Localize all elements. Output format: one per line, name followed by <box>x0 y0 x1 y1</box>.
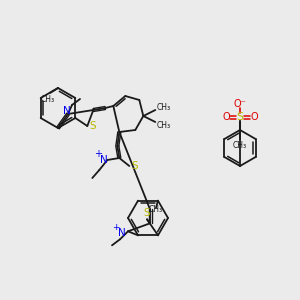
Text: CH₃: CH₃ <box>149 205 163 214</box>
Text: N: N <box>63 106 71 116</box>
Text: S: S <box>144 208 150 218</box>
Text: S: S <box>89 121 96 131</box>
Text: S: S <box>131 161 138 171</box>
Text: O: O <box>250 112 258 122</box>
Text: CH₃: CH₃ <box>233 140 247 149</box>
Text: O: O <box>222 112 230 122</box>
Text: CH₃: CH₃ <box>156 103 170 112</box>
Text: CH₃: CH₃ <box>41 95 55 104</box>
Text: N: N <box>100 155 108 165</box>
Text: +: + <box>112 223 120 232</box>
Text: N: N <box>118 228 126 238</box>
Text: CH₃: CH₃ <box>156 121 170 130</box>
Text: S: S <box>236 112 244 122</box>
Text: O⁻: O⁻ <box>234 99 246 109</box>
Text: +: + <box>94 149 102 159</box>
